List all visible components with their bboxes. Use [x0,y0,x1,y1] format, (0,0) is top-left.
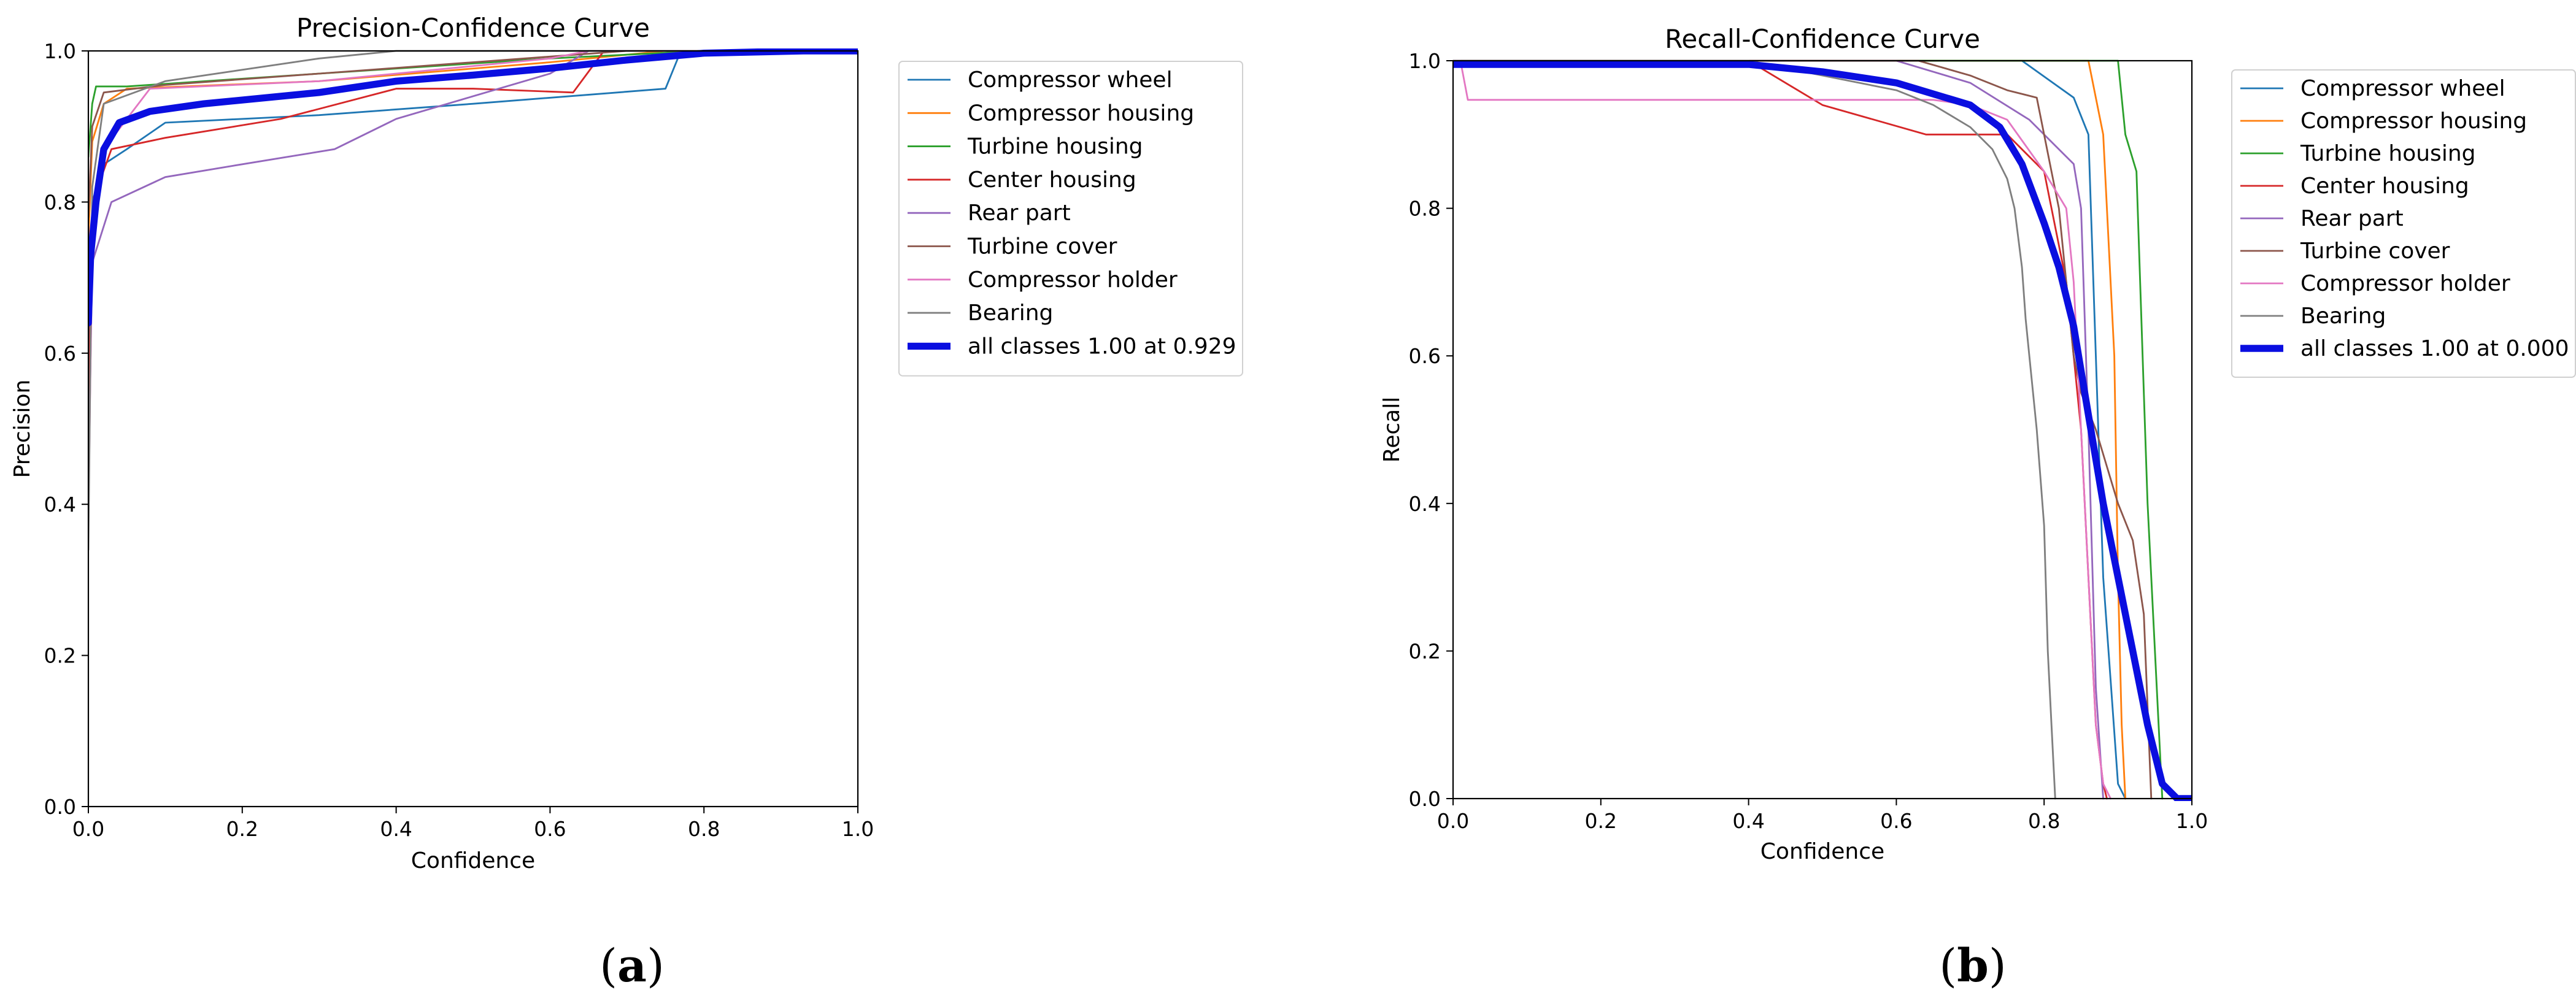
legend-entry-8: Bearing [2300,304,2386,329]
x-tick-label: 1.0 [842,817,874,841]
y-tick-label: 0.4 [1409,492,1441,516]
x-tick-label: 0.0 [72,817,104,841]
series-line-9 [1453,61,2192,801]
x-axis-label: Confidence [411,848,535,873]
y-axis-label: Precision [10,380,35,478]
y-tick-label: 0.8 [1409,197,1441,221]
recall-confidence-chart: Recall-Confidence Curve 0.0 0.2 0.4 0.6 0.8 1.… [1379,24,2576,864]
y-tick-label: 0.2 [44,644,76,668]
legend-box [898,61,1243,377]
series-line-6 [88,50,858,218]
chart-title: Recall-Confidence Curve [1665,24,1980,54]
plot-frame [1452,59,2193,800]
x-tick-label: 0.8 [688,817,720,841]
y-axis-label: Recall [1379,397,1405,462]
x-tick-label: 0.4 [1732,809,1764,833]
legend-entry-6: Turbine cover [967,234,1117,259]
precision-confidence-chart: Precision-Confidence Curve 0.0 0.2 0.4 0.6 0.… [10,13,1243,873]
plot-frame [87,50,859,808]
legend-entry-4: Center housing [2300,174,2469,199]
y-tick-label: 0.0 [1409,787,1441,811]
x-tick-label: 0.2 [1585,809,1617,833]
y-tick-label: 0.6 [44,342,76,366]
legend: Compressor wheel Compressor housing Turbin… [2231,69,2576,378]
legend-entry-5: Rear part [2300,206,2404,231]
y-tick-label: 0.6 [1409,344,1441,368]
legend-entry-4: Center housing [968,167,1136,193]
x-tick-label: 0.2 [226,817,258,841]
legend-entry-1: Compressor wheel [2300,76,2505,101]
legend-entry-8: Bearing [968,301,1053,326]
y-tick-label: 1.0 [1409,49,1441,73]
series-group [88,48,858,551]
y-tick-label: 0.8 [44,190,76,214]
legend: Compressor wheel Compressor housing Turbin… [898,61,1243,377]
legend-entry-7: Compressor holder [968,267,1178,293]
series-group [1453,59,2192,801]
legend-entry-7: Compressor holder [2300,271,2510,296]
legend-entry-9: all classes 1.00 at 0.000 [2300,336,2569,361]
y-tick-label: 1.0 [44,39,76,63]
series-line-5 [1453,59,2104,800]
legend-entry-3: Turbine housing [967,134,1143,159]
x-tick-label: 0.0 [1437,809,1469,833]
x-axis-label: Confidence [1760,839,1884,864]
y-tick-label: 0.0 [44,795,76,819]
caption-a: (a) [600,940,665,992]
legend-entry-5: Rear part [968,201,1071,226]
legend-entry-9: all classes 1.00 at 0.929 [968,334,1236,359]
legend-box [2231,69,2576,378]
legend-entry-2: Compressor housing [2300,109,2527,134]
x-tick-label: 0.8 [2028,809,2060,833]
caption-b: (b) [1939,940,2007,992]
series-line-5 [88,50,858,491]
legend-entry-3: Turbine housing [2300,141,2476,166]
series-line-1 [1453,59,2127,800]
series-line-9 [88,48,858,327]
legend-entry-6: Turbine cover [2300,239,2450,264]
series-line-4 [88,50,858,430]
chart-title: Precision-Confidence Curve [296,13,650,43]
series-line-4 [1453,59,2108,800]
series-line-8 [88,50,858,551]
series-line-6 [1453,59,2153,800]
x-tick-label: 0.4 [380,817,412,841]
legend-entry-1: Compressor wheel [968,67,1173,93]
legend-entry-2: Compressor housing [968,101,1194,126]
series-line-8 [1453,59,2056,800]
series-line-2 [88,50,858,241]
y-tick-label: 0.4 [44,493,76,516]
x-tick-label: 0.6 [534,817,566,841]
series-line-7 [1453,59,2112,800]
series-line-3 [1453,59,2164,800]
x-tick-label: 1.0 [2176,809,2208,833]
x-tick-label: 0.6 [1880,809,1912,833]
y-tick-label: 0.2 [1409,639,1441,663]
